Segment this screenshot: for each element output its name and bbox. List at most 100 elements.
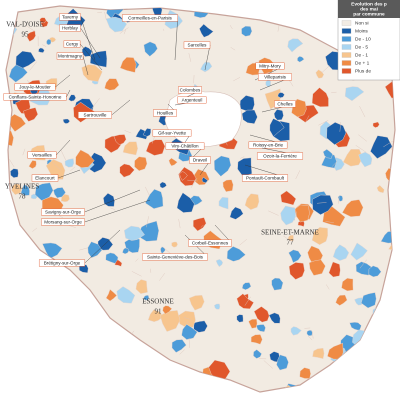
commune-border bbox=[32, 227, 38, 232]
commune-border bbox=[93, 331, 95, 333]
label-box bbox=[258, 73, 292, 81]
commune-border bbox=[311, 0, 321, 1]
commune-border bbox=[52, 161, 62, 171]
commune-patch bbox=[104, 78, 120, 91]
commune-border bbox=[183, 317, 191, 320]
commune-patch bbox=[168, 157, 178, 167]
commune-patch bbox=[311, 227, 328, 246]
label-box bbox=[188, 239, 232, 247]
commune-patch bbox=[287, 234, 294, 242]
commune-label: Argenteuil bbox=[182, 97, 203, 102]
commune-patch bbox=[23, 296, 46, 317]
commune-border bbox=[60, 149, 66, 161]
label-box bbox=[3, 93, 67, 101]
commune-patch bbox=[11, 183, 22, 195]
commune-patch bbox=[153, 372, 165, 386]
commune-patch bbox=[326, 122, 347, 146]
legend-swatch bbox=[341, 52, 352, 58]
commune-border bbox=[96, 381, 108, 384]
commune-border bbox=[352, 364, 358, 372]
commune-label: Cergy bbox=[66, 41, 79, 46]
commune-border bbox=[42, 44, 47, 47]
commune-border bbox=[90, 98, 100, 110]
commune-patch bbox=[10, 168, 19, 178]
commune-border bbox=[22, 389, 29, 392]
commune-border bbox=[119, 27, 129, 34]
label-box bbox=[142, 253, 208, 261]
commune-border bbox=[190, 178, 198, 188]
commune-patch bbox=[84, 368, 95, 378]
commune-patch bbox=[360, 292, 377, 309]
commune-patch bbox=[288, 249, 302, 263]
commune-border bbox=[200, 224, 204, 228]
commune-patch bbox=[280, 190, 297, 206]
commune-patch bbox=[108, 329, 123, 346]
commune-border bbox=[325, 221, 334, 224]
commune-patch bbox=[179, 171, 188, 181]
label-box bbox=[177, 86, 202, 94]
commune-patch bbox=[288, 262, 305, 280]
leader-line bbox=[56, 139, 71, 156]
commune-border bbox=[283, 235, 293, 243]
legend-swatch bbox=[341, 44, 352, 50]
commune-patch bbox=[241, 109, 258, 124]
commune-label: Cormeilles-en-Parisis bbox=[128, 15, 172, 20]
commune-patch bbox=[54, 295, 66, 307]
label-box bbox=[41, 208, 85, 216]
commune-label: Conflans-Sainte-Honorine bbox=[9, 94, 62, 99]
commune-patch bbox=[253, 349, 262, 359]
commune-patch bbox=[103, 192, 115, 207]
commune-label: Versailles bbox=[32, 152, 52, 157]
commune-patch bbox=[123, 225, 145, 241]
label-box bbox=[183, 41, 211, 49]
commune-patch bbox=[215, 259, 224, 268]
commune-patch bbox=[350, 242, 368, 261]
commune-patch bbox=[147, 309, 164, 323]
commune-border bbox=[296, 211, 298, 218]
commune-border bbox=[358, 134, 367, 142]
commune-patch bbox=[60, 194, 70, 202]
commune-label: Sartrouville bbox=[84, 112, 107, 117]
label-box bbox=[59, 13, 81, 21]
commune-patch bbox=[115, 378, 124, 386]
commune-patch bbox=[64, 158, 75, 168]
commune-border bbox=[124, 130, 132, 134]
commune-patch bbox=[16, 298, 35, 312]
commune-border bbox=[229, 25, 233, 30]
commune-patch bbox=[113, 134, 127, 146]
commune-patch bbox=[6, 306, 12, 314]
commune-border bbox=[301, 385, 312, 388]
commune-patch bbox=[6, 358, 21, 377]
commune-patch bbox=[171, 339, 187, 353]
commune-patch bbox=[159, 310, 181, 332]
commune-patch bbox=[61, 318, 77, 335]
department-number: 78 bbox=[19, 193, 27, 201]
commune-patch bbox=[69, 309, 90, 331]
commune-border bbox=[298, 39, 302, 43]
commune-patch bbox=[290, 326, 302, 336]
commune-patch bbox=[181, 324, 198, 340]
commune-border bbox=[295, 170, 301, 180]
commune-patch bbox=[64, 341, 81, 356]
commune-border bbox=[13, 241, 25, 250]
legend-label: Moins bbox=[355, 28, 368, 34]
commune-patch bbox=[376, 185, 385, 194]
commune-patch bbox=[87, 309, 103, 330]
commune-border bbox=[135, 258, 139, 262]
commune-label: Draveil bbox=[193, 157, 207, 162]
label-box bbox=[41, 218, 85, 226]
commune-border bbox=[307, 335, 313, 341]
commune-border bbox=[110, 207, 116, 210]
commune-patch bbox=[280, 205, 296, 226]
commune-patch bbox=[145, 188, 164, 209]
commune-label: Mitry-Mory bbox=[259, 63, 281, 68]
commune-patch bbox=[358, 151, 373, 168]
commune-border bbox=[383, 140, 395, 148]
commune-patch bbox=[322, 149, 333, 159]
commune-border bbox=[320, 65, 330, 75]
legend-label: Non si bbox=[355, 20, 369, 26]
commune-label: Elancourt bbox=[35, 175, 55, 180]
commune-patch bbox=[42, 242, 63, 259]
commune-border bbox=[109, 350, 113, 358]
